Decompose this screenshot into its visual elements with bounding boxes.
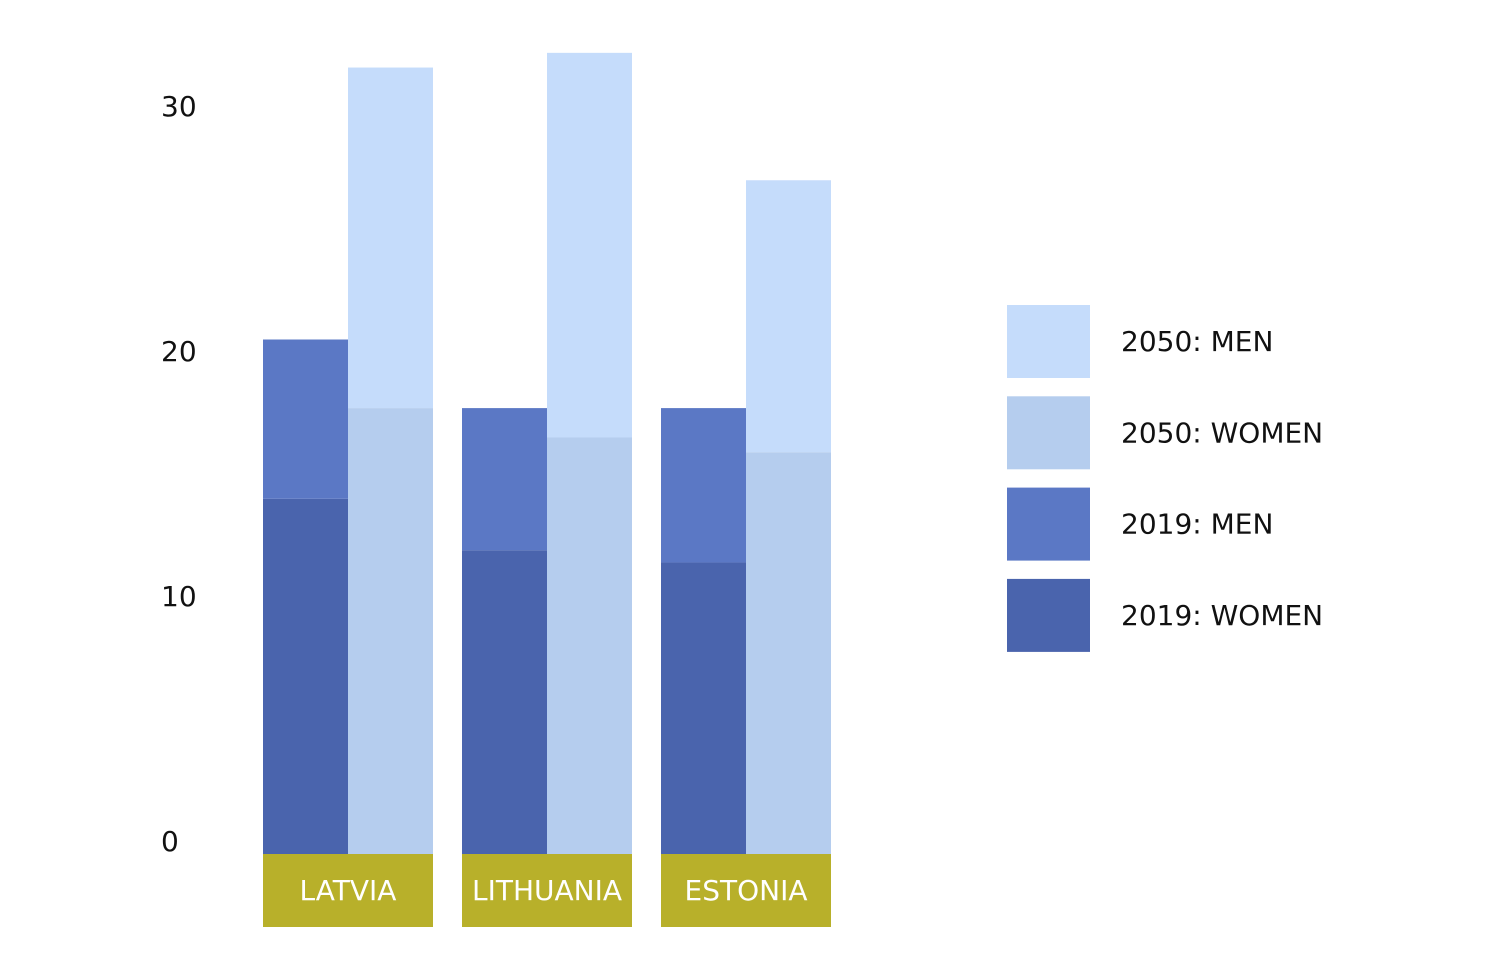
bar-segment <box>348 408 433 854</box>
bar-segment <box>263 339 348 499</box>
bar-segment <box>661 408 746 563</box>
legend-swatch <box>1007 487 1090 561</box>
x-tick-label: LITHUANIA <box>472 874 622 907</box>
bar-segment <box>462 550 547 854</box>
category-band <box>462 854 632 927</box>
legend-swatch <box>1007 396 1090 470</box>
bar-segment <box>746 180 831 453</box>
legend-label: 2019: WOMEN <box>1121 599 1323 632</box>
bar-segment <box>661 562 746 854</box>
bar-segment <box>746 452 831 854</box>
legend-label: 2050: MEN <box>1121 325 1273 358</box>
y-tick-label: 30 <box>161 90 197 123</box>
y-tick-label: 0 <box>161 825 179 858</box>
bar-segment <box>263 498 348 854</box>
category-band <box>263 854 433 927</box>
legend-label: 2019: MEN <box>1121 508 1273 541</box>
bar-segment <box>348 67 433 409</box>
bar-segment <box>547 52 632 438</box>
y-tick-label: 10 <box>161 580 197 613</box>
x-tick-label: LATVIA <box>300 874 397 907</box>
bar-segment <box>547 437 632 854</box>
legend-swatch <box>1007 578 1090 652</box>
category-band <box>661 854 831 927</box>
bar-segment <box>462 408 547 551</box>
legend-label: 2050: WOMEN <box>1121 416 1323 449</box>
x-tick-label: ESTONIA <box>685 874 808 907</box>
legend-swatch <box>1007 305 1090 378</box>
y-tick-label: 20 <box>161 335 197 368</box>
